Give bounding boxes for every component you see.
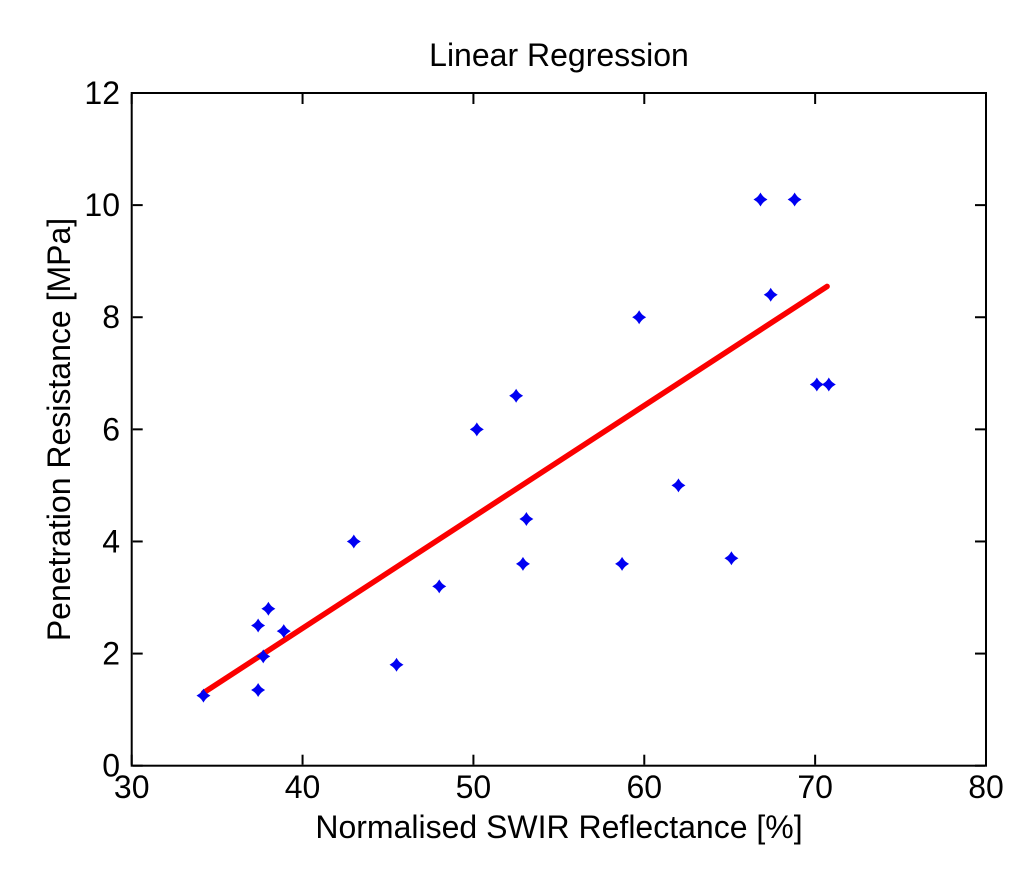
plot-frame xyxy=(130,92,987,767)
data-point-marker xyxy=(256,649,271,664)
x-tick-label: 80 xyxy=(968,769,1004,805)
data-point-marker xyxy=(787,192,802,207)
data-point-marker xyxy=(469,422,484,437)
data-point-marker xyxy=(809,377,824,392)
y-tick-label: 4 xyxy=(102,523,120,559)
y-tick-label: 6 xyxy=(102,411,120,447)
data-point-marker xyxy=(515,556,530,571)
chart-title: Linear Regression xyxy=(429,37,689,73)
x-axis-label: Normalised SWIR Reflectance [%] xyxy=(315,809,802,845)
data-point-marker xyxy=(753,192,768,207)
x-tick-label: 30 xyxy=(114,769,150,805)
axis-tick-labels: 30 40 50 60 70 80 0 2 4 6 8 10 12 xyxy=(84,75,1003,805)
data-point-marker xyxy=(821,377,836,392)
y-tick-label: 8 xyxy=(102,299,120,335)
data-point-marker xyxy=(632,310,647,325)
data-point-marker xyxy=(615,556,630,571)
data-point-marker xyxy=(671,478,686,493)
data-point-marker xyxy=(763,287,778,302)
data-point-marker xyxy=(724,551,739,566)
data-point-marker xyxy=(276,624,291,639)
data-point-marker xyxy=(196,688,211,703)
data-point-marker xyxy=(389,657,404,672)
data-point-marker xyxy=(346,534,361,549)
y-axis-label: Penetration Resistance [MPa] xyxy=(41,218,77,641)
y-tick-label: 2 xyxy=(102,636,120,672)
y-tick-label: 12 xyxy=(84,75,120,111)
axis-ticks xyxy=(130,92,987,767)
x-tick-label: 40 xyxy=(285,769,321,805)
data-point-marker xyxy=(519,512,534,527)
x-tick-label: 70 xyxy=(797,769,833,805)
x-tick-label: 50 xyxy=(456,769,492,805)
x-tick-label: 60 xyxy=(626,769,662,805)
scatter-points xyxy=(196,192,836,703)
data-point-marker xyxy=(251,683,266,698)
data-point-marker xyxy=(509,388,524,403)
data-point-marker xyxy=(432,579,447,594)
regression-line xyxy=(200,283,830,696)
data-point-marker xyxy=(251,618,266,633)
y-tick-label: 0 xyxy=(102,748,120,784)
y-tick-label: 10 xyxy=(84,187,120,223)
data-point-marker xyxy=(261,601,276,616)
